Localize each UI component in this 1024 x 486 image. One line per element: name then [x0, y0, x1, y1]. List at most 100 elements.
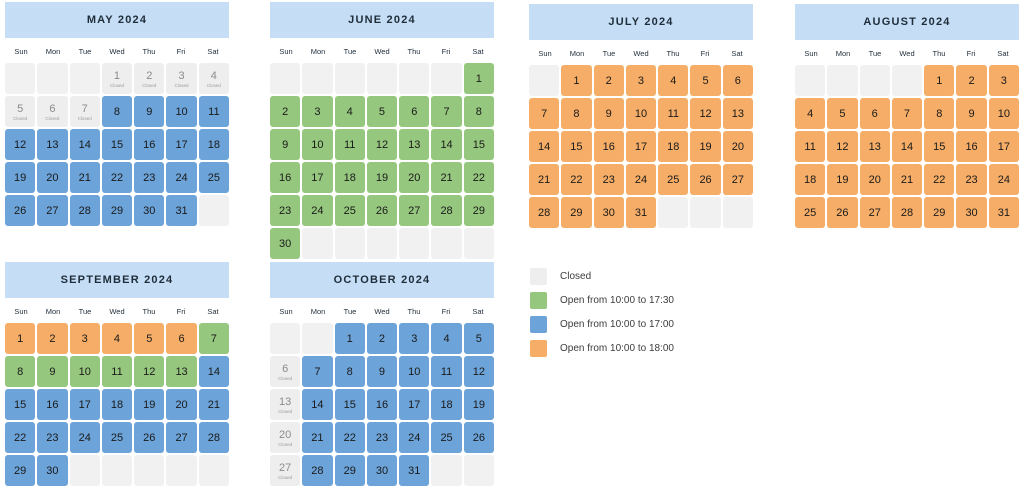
day-cell[interactable]: 11 — [795, 131, 826, 162]
day-cell[interactable]: 27 — [399, 195, 430, 226]
day-cell[interactable]: 28 — [198, 422, 229, 453]
day-cell[interactable]: 25 — [334, 195, 365, 226]
day-cell[interactable]: 4 — [101, 323, 133, 354]
day-cell[interactable]: 1 — [561, 65, 592, 96]
day-cell[interactable]: 15 — [463, 129, 494, 160]
day-cell[interactable]: 19 — [5, 162, 36, 193]
day-cell[interactable]: 6 — [859, 98, 890, 129]
day-cell[interactable]: 16 — [956, 131, 987, 162]
day-cell[interactable]: 31 — [399, 455, 430, 486]
day-cell[interactable]: 26 — [827, 197, 858, 228]
day-cell[interactable]: 12 — [5, 129, 36, 160]
day-cell[interactable]: 17 — [166, 129, 197, 160]
day-cell[interactable]: 31 — [988, 197, 1019, 228]
day-cell[interactable]: 21 — [431, 162, 462, 193]
day-cell[interactable]: 23 — [270, 195, 301, 226]
day-cell[interactable]: 26 — [5, 195, 36, 226]
day-cell[interactable]: 25 — [198, 162, 229, 193]
day-cell[interactable]: 21 — [891, 164, 923, 195]
day-cell[interactable]: 14 — [302, 389, 333, 420]
day-cell[interactable]: 25 — [795, 197, 826, 228]
day-cell[interactable]: 18 — [101, 389, 133, 420]
day-cell[interactable]: 5 — [690, 65, 721, 96]
day-cell[interactable]: 24 — [625, 164, 657, 195]
day-cell[interactable]: 13 — [37, 129, 68, 160]
day-cell[interactable]: 3 — [625, 65, 657, 96]
day-cell[interactable]: 23 — [593, 164, 624, 195]
day-cell[interactable]: 23 — [956, 164, 987, 195]
day-cell[interactable]: 18 — [795, 164, 826, 195]
day-cell[interactable]: 29 — [924, 197, 955, 228]
day-cell[interactable]: 28 — [891, 197, 923, 228]
day-cell[interactable]: 16 — [270, 162, 301, 193]
day-cell[interactable]: 13 — [166, 356, 197, 387]
day-cell[interactable]: 15 — [924, 131, 955, 162]
day-cell[interactable]: 30 — [956, 197, 987, 228]
day-cell[interactable]: 6 — [399, 96, 430, 127]
day-cell[interactable]: 15 — [5, 389, 36, 420]
day-cell[interactable]: 2 — [270, 96, 301, 127]
day-cell[interactable]: 29 — [334, 455, 365, 486]
day-cell[interactable]: 26 — [366, 195, 398, 226]
day-cell[interactable]: 18 — [334, 162, 365, 193]
day-cell[interactable]: 17 — [988, 131, 1019, 162]
day-cell[interactable]: 16 — [37, 389, 68, 420]
day-cell[interactable]: 18 — [431, 389, 462, 420]
day-cell[interactable]: 1 — [924, 65, 955, 96]
day-cell[interactable]: 26 — [463, 422, 494, 453]
day-cell[interactable]: 21 — [69, 162, 100, 193]
day-cell[interactable]: 27 — [859, 197, 890, 228]
day-cell[interactable]: 13 — [399, 129, 430, 160]
day-cell[interactable]: 4 — [658, 65, 689, 96]
day-cell[interactable]: 20 — [859, 164, 890, 195]
day-cell[interactable]: 8 — [561, 98, 592, 129]
day-cell[interactable]: 16 — [134, 129, 165, 160]
day-cell[interactable]: 15 — [101, 129, 133, 160]
day-cell[interactable]: 13 — [859, 131, 890, 162]
day-cell[interactable]: 15 — [561, 131, 592, 162]
day-cell[interactable]: 27 — [166, 422, 197, 453]
day-cell[interactable]: 21 — [198, 389, 229, 420]
day-cell[interactable]: 29 — [101, 195, 133, 226]
day-cell[interactable]: 3 — [69, 323, 100, 354]
day-cell[interactable]: 19 — [463, 389, 494, 420]
day-cell[interactable]: 5 — [134, 323, 165, 354]
day-cell[interactable]: 25 — [101, 422, 133, 453]
day-cell[interactable]: 10 — [625, 98, 657, 129]
day-cell[interactable]: 12 — [134, 356, 165, 387]
day-cell[interactable]: 18 — [658, 131, 689, 162]
day-cell[interactable]: 14 — [529, 131, 560, 162]
day-cell[interactable]: 19 — [690, 131, 721, 162]
day-cell[interactable]: 10 — [69, 356, 100, 387]
day-cell[interactable]: 3 — [988, 65, 1019, 96]
day-cell[interactable]: 17 — [302, 162, 333, 193]
day-cell[interactable]: 17 — [69, 389, 100, 420]
day-cell[interactable]: 28 — [529, 197, 560, 228]
day-cell[interactable]: 25 — [431, 422, 462, 453]
day-cell[interactable]: 21 — [529, 164, 560, 195]
day-cell[interactable]: 30 — [134, 195, 165, 226]
day-cell[interactable]: 24 — [166, 162, 197, 193]
day-cell[interactable]: 30 — [593, 197, 624, 228]
day-cell[interactable]: 24 — [988, 164, 1019, 195]
day-cell[interactable]: 11 — [431, 356, 462, 387]
day-cell[interactable]: 19 — [366, 162, 398, 193]
day-cell[interactable]: 5 — [366, 96, 398, 127]
day-cell[interactable]: 8 — [463, 96, 494, 127]
day-cell[interactable]: 8 — [924, 98, 955, 129]
day-cell[interactable]: 23 — [366, 422, 398, 453]
day-cell[interactable]: 13 — [722, 98, 753, 129]
day-cell[interactable]: 5 — [827, 98, 858, 129]
day-cell[interactable]: 24 — [69, 422, 100, 453]
day-cell[interactable]: 29 — [463, 195, 494, 226]
day-cell[interactable]: 10 — [302, 129, 333, 160]
day-cell[interactable]: 24 — [302, 195, 333, 226]
day-cell[interactable]: 9 — [37, 356, 68, 387]
day-cell[interactable]: 18 — [198, 129, 229, 160]
day-cell[interactable]: 16 — [366, 389, 398, 420]
day-cell[interactable]: 2 — [37, 323, 68, 354]
day-cell[interactable]: 2 — [366, 323, 398, 354]
day-cell[interactable]: 8 — [5, 356, 36, 387]
day-cell[interactable]: 11 — [334, 129, 365, 160]
day-cell[interactable]: 26 — [690, 164, 721, 195]
